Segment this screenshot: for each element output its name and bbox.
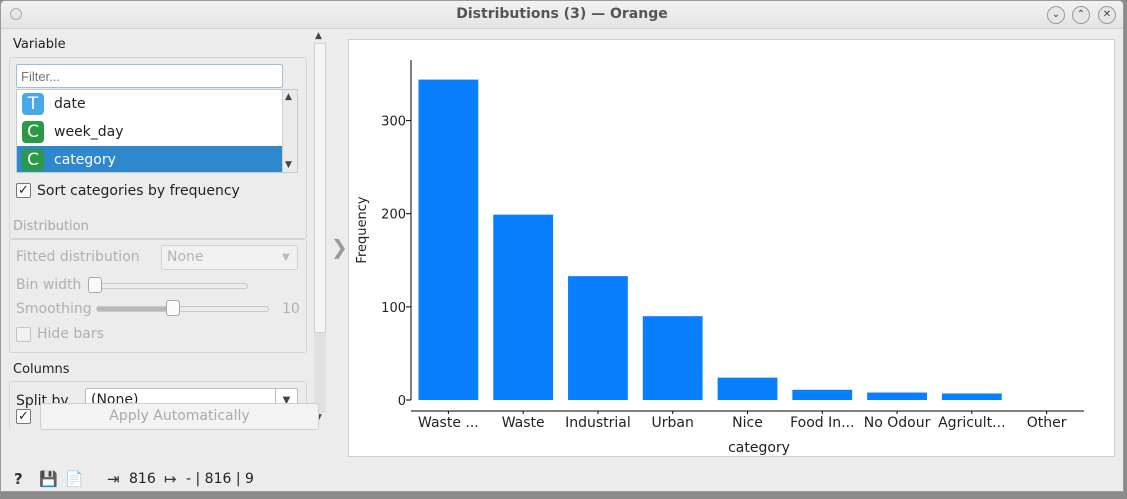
bar-0[interactable] (418, 79, 479, 401)
scroll-up-icon[interactable]: ▲ (285, 92, 292, 102)
fitted-distribution-label: Fitted distribution (16, 249, 140, 265)
output-summary: - | 816 | 9 (186, 471, 254, 487)
smoothing-handle[interactable] (166, 300, 180, 316)
bar-7[interactable] (941, 393, 1002, 400)
input-count: 816 (129, 471, 156, 487)
list-item-label: category (54, 152, 116, 168)
input-icon: ⇥ (107, 470, 120, 488)
status-bar: ? 💾 📄 ⇥ 816 ↦ - | 816 | 9 (1, 463, 1123, 491)
save-icon[interactable]: 💾 (39, 470, 58, 488)
bar-2[interactable] (568, 276, 628, 400)
text-variable-icon: T (22, 93, 44, 115)
categorical-variable-icon: C (22, 149, 44, 171)
x-axis-label: category (728, 440, 790, 456)
variable-box-title: Variable (13, 37, 66, 52)
y-tick-label: 300 (381, 115, 406, 130)
list-item-date[interactable]: T date (17, 90, 283, 118)
title-bar: Distributions (3) — Orange ⌄ ⌃ ✕ (1, 1, 1123, 29)
list-item-category[interactable]: C category (17, 146, 283, 172)
x-tick-label: Agricult... (938, 415, 1005, 431)
x-tick-label: Industrial (565, 415, 631, 431)
x-tick-label: Waste ... (418, 415, 479, 431)
y-axis-label: Frequency (355, 196, 370, 263)
chevron-right-icon[interactable]: ❯ (331, 235, 348, 259)
filter-input[interactable] (16, 64, 283, 88)
distribution-chart: 0 100 200 300 Waste ... Waste Industrial Urban… (355, 60, 1084, 456)
minimize-button[interactable]: ⌄ (1047, 6, 1065, 24)
bar-1[interactable] (493, 214, 554, 400)
control-panel: Variable T date C week_day C category ▲ … (1, 29, 331, 461)
x-tick-label: Nice (732, 415, 763, 431)
apply-button[interactable]: Apply Automatically (40, 403, 319, 430)
distribution-box (9, 239, 307, 353)
maximize-button[interactable]: ⌃ (1072, 6, 1090, 24)
smoothing-fill (97, 307, 174, 311)
sort-label: Sort categories by frequency (37, 183, 240, 199)
scroll-thumb[interactable] (314, 43, 326, 333)
plot-area[interactable]: 0 100 200 300 Waste ... Waste Industrial Urban… (348, 39, 1115, 457)
report-icon[interactable]: 📄 (65, 470, 84, 488)
smoothing-value: 10 (282, 301, 300, 317)
list-scrollbar[interactable]: ▲ ▼ (282, 90, 297, 172)
smoothing-label: Smoothing (16, 301, 92, 317)
variable-list[interactable]: T date C week_day C category ▲ ▼ (16, 89, 298, 173)
x-tick-label: Urban (652, 415, 694, 431)
output-icon: ↦ (164, 470, 177, 488)
distribution-box-title: Distribution (13, 219, 89, 234)
fitted-distribution-value: None (167, 249, 204, 265)
chevron-down-icon: ▼ (275, 389, 297, 412)
list-item-label: week_day (54, 124, 124, 140)
scroll-down-icon[interactable]: ▼ (285, 160, 292, 170)
categorical-variable-icon: C (22, 121, 44, 143)
apply-automatically-checkbox[interactable]: ✓ (16, 409, 31, 424)
y-tick-label: 0 (398, 394, 406, 409)
y-tick-label: 200 (381, 208, 406, 223)
list-item-label: date (54, 96, 86, 112)
bin-width-slider[interactable] (88, 277, 248, 293)
hide-bars-checkbox[interactable] (16, 327, 31, 342)
help-icon[interactable]: ? (14, 470, 23, 488)
list-item-week-day[interactable]: C week_day (17, 118, 283, 146)
window-menu-icon[interactable] (10, 8, 22, 20)
bar-4[interactable] (717, 377, 778, 400)
x-tick-label: Waste (502, 415, 545, 431)
bar-5[interactable] (792, 389, 853, 400)
x-tick-label: Food In... (790, 415, 854, 431)
close-button[interactable]: ✕ (1098, 6, 1116, 24)
bin-width-handle[interactable] (88, 277, 102, 293)
chevron-down-icon: ▼ (282, 252, 290, 263)
variable-box (9, 57, 307, 239)
scroll-up-icon[interactable]: ▲ (315, 31, 322, 41)
panel-scrollbar[interactable]: ▲ ▼ (312, 29, 328, 429)
columns-box-title: Columns (13, 362, 70, 377)
bar-6[interactable] (867, 392, 927, 400)
x-tick-label: No Odour (864, 415, 931, 431)
y-tick-label: 100 (381, 301, 406, 316)
bar-3[interactable] (642, 316, 703, 400)
hide-bars-label: Hide bars (37, 326, 104, 342)
window-title: Distributions (3) — Orange (456, 6, 668, 22)
fitted-distribution-select[interactable]: None ▼ (161, 245, 298, 270)
sort-checkbox[interactable]: ✓ (16, 183, 31, 198)
bin-width-label: Bin width (16, 277, 82, 293)
smoothing-slider[interactable] (96, 300, 269, 316)
x-tick-label: Other (1027, 415, 1067, 431)
